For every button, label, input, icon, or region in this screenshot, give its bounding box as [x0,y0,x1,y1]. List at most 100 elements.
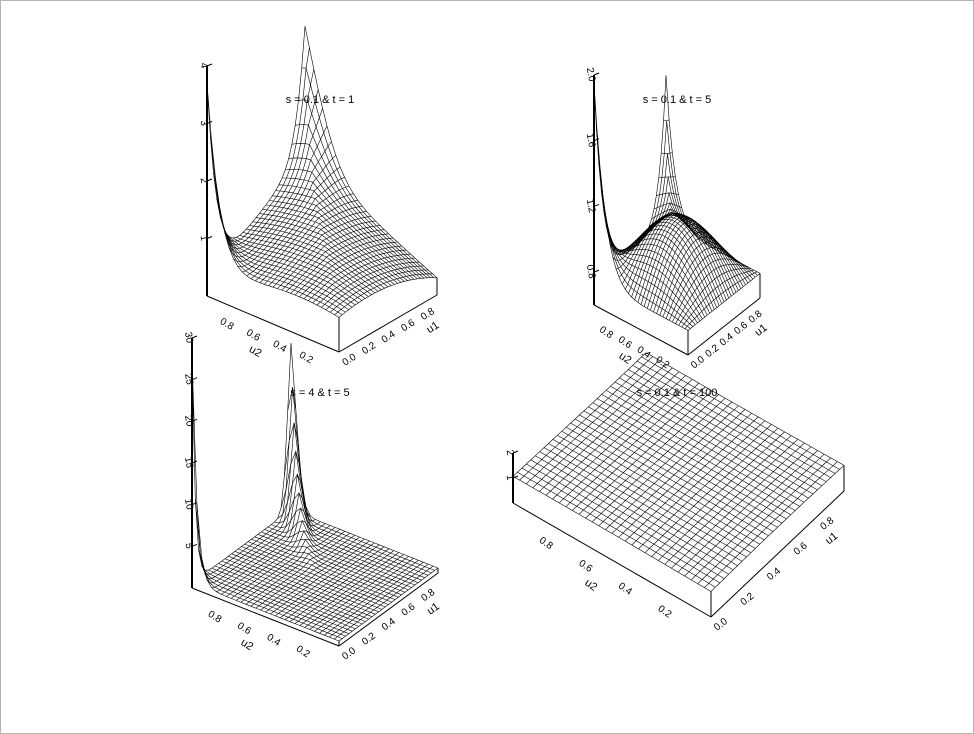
mesh-line-u1 [201,422,302,579]
mesh-line-u2 [645,352,845,466]
panel-title: s = 0.1 & t = 100 [637,387,718,399]
mesh-line-u1 [224,108,323,253]
z-tick-label: 20 [182,414,195,427]
mesh-line-u2 [641,356,840,470]
mesh-line-u1 [211,473,311,588]
mesh-line-u2 [291,142,425,279]
panel-title: s = 0.1 & t = 5 [643,94,712,106]
u2-axis-line [593,304,689,356]
axis-lines [512,453,845,618]
mesh-line-u1 [206,26,306,239]
u2-axis-line [191,587,340,647]
z-tick-label: 2 [504,449,516,457]
z-tick-label: 2.0 [584,67,597,83]
mesh-line-u1 [215,68,315,246]
mesh-line-u1 [196,387,297,575]
u1-axis-line [687,297,761,356]
z-tick-label: 30 [182,331,195,344]
mesh-line-u1 [525,360,660,485]
u2-axis-line [512,502,712,618]
z-tick-mark [206,178,213,182]
u1-axis-label: u1 [425,319,442,336]
mesh-line-u1 [512,352,647,477]
mesh-line-u1 [219,89,319,249]
z-tick-mark [206,63,213,67]
mesh-line-u1 [206,451,306,584]
mesh-line-u2 [665,75,761,274]
surface-mesh [593,75,761,331]
u2-axis-label: u2 [617,350,634,367]
mesh-line-u1 [191,343,292,571]
mesh-line-u2 [653,202,749,284]
surface-mesh [206,26,438,318]
z-tick-label: 1.6 [584,132,597,148]
mesh-line-u2 [280,450,429,576]
mesh-line-u2 [636,360,836,474]
axis-lines [593,75,761,356]
u2-axis-line [206,295,340,353]
u1-axis-line [710,490,845,618]
u1-axis-label: u1 [753,322,770,339]
mesh-line-u1 [539,367,673,492]
z-tick-mark [191,377,198,381]
mesh-line-u1 [593,75,667,255]
mesh-line-u2 [632,365,831,478]
mesh-line-u2 [287,387,435,571]
z-tick-label: 1.2 [584,198,597,214]
mesh-line-u2 [304,26,438,279]
z-tick-label: 4 [198,62,210,70]
mesh-line-u2 [277,473,425,578]
mesh-line-u1 [600,152,673,251]
mesh-line-u2 [623,373,822,487]
panel-title: s = 4 & t = 5 [290,387,349,399]
mesh-line-u2 [295,124,428,279]
mesh-line-u2 [290,343,439,569]
mesh-line-u1 [532,363,667,488]
mesh-line-u2 [656,192,751,282]
surface-mesh [191,343,439,642]
surface-panel-4: s = 0.1 & t = 100 0.00.20.40.60.8u10.20.… [504,352,845,633]
mesh-line-u2 [284,422,432,574]
mesh-line-u2 [628,369,827,482]
z-tick-label: 1 [198,234,210,242]
z-tick-label: 15 [182,456,195,469]
z-tick-mark [512,450,519,454]
z-tick-mark [206,121,213,124]
u1-axis-line [338,572,439,647]
mesh-line-u2 [288,157,421,279]
surface-mesh [512,352,845,592]
mesh-line-u2 [658,176,754,280]
u1-axis-label: u1 [425,601,442,618]
z-tick-mark [191,460,198,464]
z-tick-label: 2 [198,177,210,185]
z-tick-mark [191,502,198,506]
z-tick-label: 1 [504,474,516,482]
z-tick-mark [191,418,198,422]
z-tick-mark [206,236,213,239]
u1-axis-line [338,294,438,353]
z-tick-mark [512,475,519,479]
z-tick-mark [191,335,198,339]
z-tick-mark [593,138,600,142]
z-tick-label: 10 [182,498,195,511]
z-tick-label: 25 [182,373,195,386]
mesh-line-u2 [298,99,431,278]
mesh-line-u1 [519,356,653,481]
u2-axis-label: u2 [582,577,599,594]
z-tick-label: 3 [198,119,210,127]
mesh-line-u1 [211,47,310,242]
z-tick-mark [593,203,600,207]
z-tick-mark [593,269,600,273]
u1-axis-label: u1 [823,530,840,547]
u2-axis-label: u2 [247,343,264,359]
mesh-line-u2 [301,67,434,278]
u2-axis-label: u2 [239,637,256,654]
z-tick-mark [191,543,198,547]
mesh-line-u1 [596,119,670,253]
z-tick-mark [593,72,600,76]
z-tick-label: 0.8 [584,264,597,280]
panel-title: s = 0.1 & t = 1 [286,94,355,106]
z-tick-label: 5 [183,542,195,550]
